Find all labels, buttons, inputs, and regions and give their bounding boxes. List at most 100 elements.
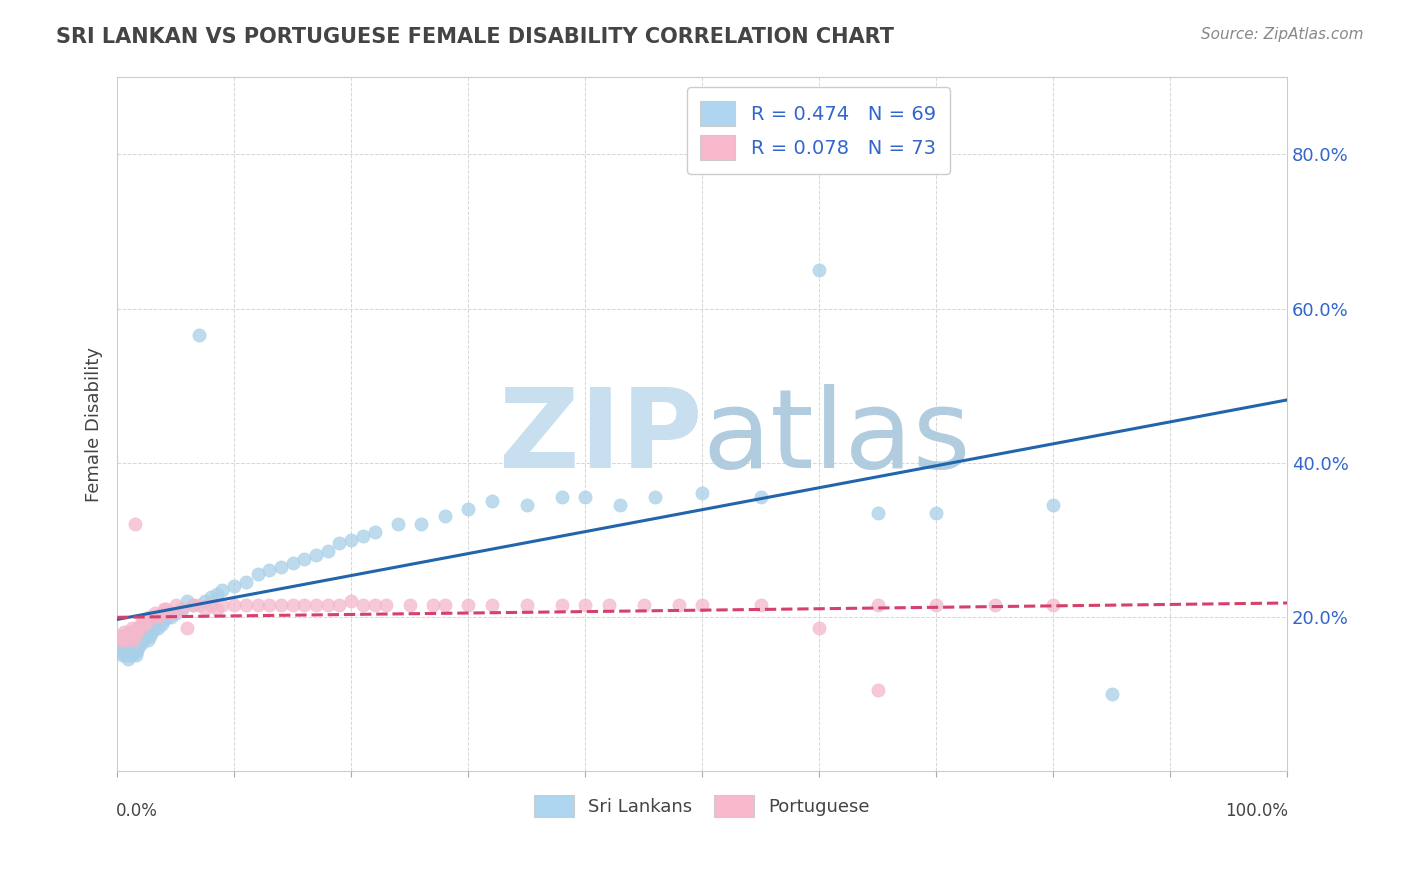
Point bbox=[1042, 498, 1064, 512]
Point bbox=[270, 559, 292, 574]
Point bbox=[668, 598, 690, 612]
Point bbox=[141, 625, 163, 640]
Point bbox=[516, 598, 538, 612]
Point bbox=[808, 263, 831, 277]
Point bbox=[259, 598, 281, 612]
Point bbox=[551, 490, 574, 504]
Point bbox=[150, 606, 173, 620]
Point bbox=[181, 598, 204, 612]
Point bbox=[134, 629, 156, 643]
Point bbox=[246, 598, 269, 612]
Point bbox=[125, 625, 148, 640]
Point bbox=[127, 625, 149, 640]
Point bbox=[316, 544, 339, 558]
Point bbox=[352, 598, 374, 612]
Point bbox=[340, 594, 363, 608]
Point bbox=[115, 629, 138, 643]
Point bbox=[128, 621, 150, 635]
Text: atlas: atlas bbox=[702, 384, 970, 491]
Point bbox=[749, 490, 772, 504]
Point bbox=[122, 632, 145, 647]
Point bbox=[118, 648, 141, 662]
Point bbox=[146, 621, 169, 635]
Point bbox=[259, 563, 281, 577]
Point bbox=[150, 617, 173, 632]
Point bbox=[125, 648, 148, 662]
Point bbox=[129, 637, 152, 651]
Point bbox=[352, 529, 374, 543]
Point bbox=[281, 556, 304, 570]
Point bbox=[143, 621, 166, 635]
Point bbox=[340, 533, 363, 547]
Point bbox=[281, 598, 304, 612]
Point bbox=[128, 637, 150, 651]
Point bbox=[808, 621, 831, 635]
Point bbox=[305, 598, 328, 612]
Point bbox=[194, 602, 217, 616]
Y-axis label: Female Disability: Female Disability bbox=[86, 347, 103, 501]
Point bbox=[127, 640, 149, 655]
Point bbox=[194, 594, 217, 608]
Point bbox=[108, 644, 131, 658]
Point bbox=[925, 506, 948, 520]
Point bbox=[181, 598, 204, 612]
Point bbox=[176, 621, 198, 635]
Point bbox=[270, 598, 292, 612]
Point bbox=[141, 609, 163, 624]
Point bbox=[211, 582, 233, 597]
Point bbox=[112, 625, 135, 640]
Point bbox=[125, 621, 148, 635]
Point bbox=[124, 517, 146, 532]
Point bbox=[457, 598, 479, 612]
Point bbox=[574, 490, 596, 504]
Point bbox=[153, 602, 176, 616]
Point bbox=[328, 598, 350, 612]
Point bbox=[188, 598, 211, 612]
Point bbox=[363, 524, 385, 539]
Text: Source: ZipAtlas.com: Source: ZipAtlas.com bbox=[1201, 27, 1364, 42]
Point bbox=[111, 648, 134, 662]
Point bbox=[170, 602, 193, 616]
Text: SRI LANKAN VS PORTUGUESE FEMALE DISABILITY CORRELATION CHART: SRI LANKAN VS PORTUGUESE FEMALE DISABILI… bbox=[56, 27, 894, 46]
Point bbox=[1042, 598, 1064, 612]
Point bbox=[120, 644, 142, 658]
Point bbox=[481, 494, 503, 508]
Text: 0.0%: 0.0% bbox=[117, 802, 157, 820]
Point bbox=[224, 598, 246, 612]
Point bbox=[153, 614, 176, 628]
Point bbox=[866, 598, 889, 612]
Point bbox=[205, 602, 228, 616]
Point bbox=[112, 629, 135, 643]
Point bbox=[122, 644, 145, 658]
Point bbox=[107, 632, 129, 647]
Point bbox=[125, 644, 148, 658]
Point bbox=[644, 490, 666, 504]
Point bbox=[235, 574, 257, 589]
Point bbox=[117, 652, 139, 666]
Point bbox=[633, 598, 655, 612]
Point bbox=[176, 594, 198, 608]
Point bbox=[111, 632, 134, 647]
Point bbox=[120, 640, 142, 655]
Point bbox=[574, 598, 596, 612]
Point bbox=[316, 598, 339, 612]
Point bbox=[411, 517, 433, 532]
Point bbox=[129, 617, 152, 632]
Point bbox=[598, 598, 620, 612]
Point bbox=[690, 598, 713, 612]
Point bbox=[292, 552, 315, 566]
Point bbox=[110, 640, 132, 655]
Point bbox=[983, 598, 1005, 612]
Point bbox=[135, 617, 157, 632]
Point bbox=[457, 501, 479, 516]
Point bbox=[121, 621, 143, 635]
Point bbox=[146, 609, 169, 624]
Point bbox=[866, 682, 889, 697]
Point bbox=[433, 509, 456, 524]
Point bbox=[205, 586, 228, 600]
Point bbox=[115, 644, 138, 658]
Point bbox=[170, 602, 193, 616]
Point bbox=[609, 498, 631, 512]
Point bbox=[159, 606, 181, 620]
Point bbox=[136, 632, 159, 647]
